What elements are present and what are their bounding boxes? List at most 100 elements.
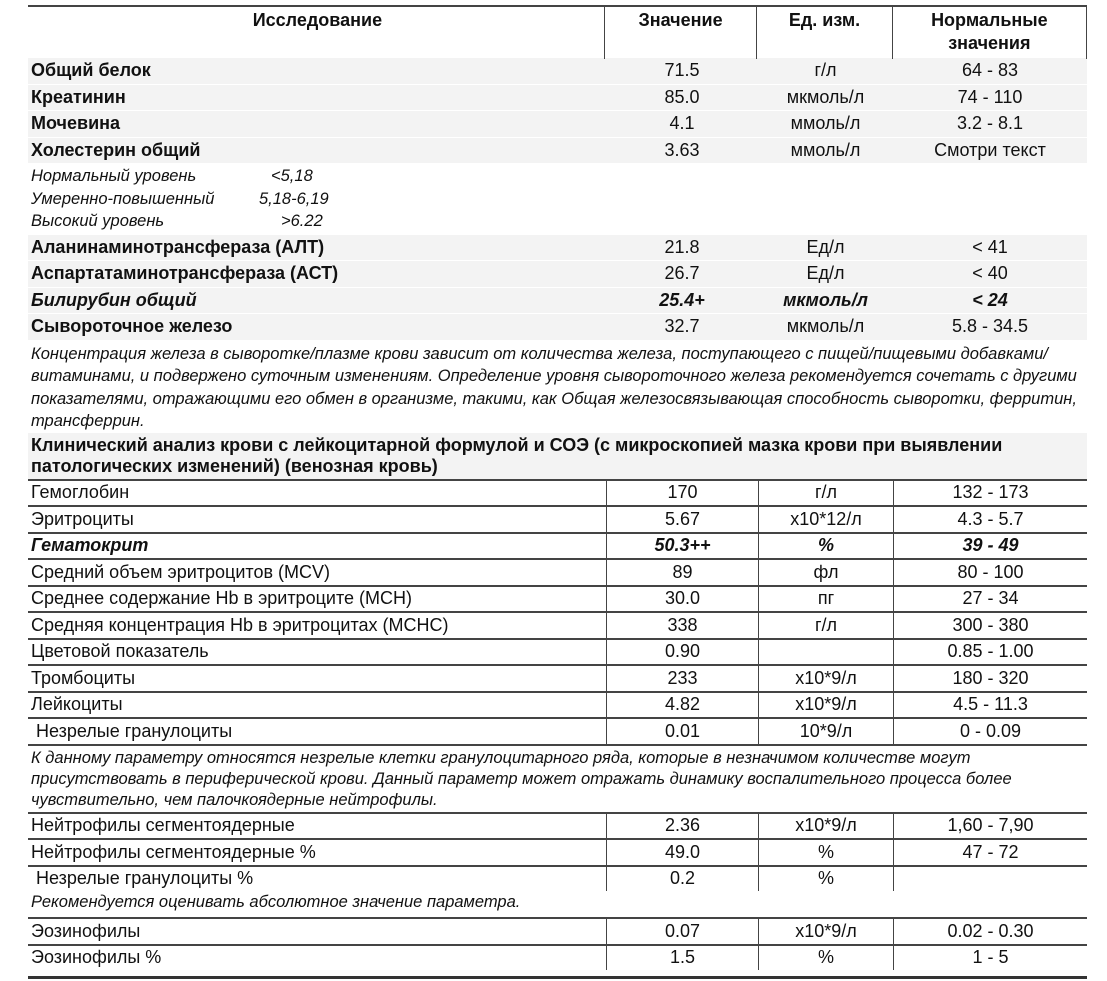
test-name: Средняя концентрация Hb в эритроцитах (M… — [31, 614, 449, 635]
test-unit — [758, 639, 893, 664]
table-row: Сывороточное железо 32.7 мкмоль/л 5.8 - 34.… — [28, 313, 1087, 340]
test-name: Среднее содержание Hb в эритроците (MCH) — [31, 588, 412, 609]
header-norm: Нормальные значения — [891, 7, 1087, 59]
test-unit: фл — [758, 560, 893, 585]
table-row: Эозинофилы 0.07 x10*9/л 0.02 - 0.30 — [28, 917, 1087, 944]
test-norm: 300 - 380 — [893, 613, 1087, 638]
table-row: Аланинаминотрансфераза (АЛТ) 21.8 Ед/л < 41 — [28, 233, 1087, 260]
test-value: 49.0 — [606, 840, 758, 865]
iron-note: Концентрация железа в сыворотке/плазме к… — [31, 344, 1077, 431]
test-unit: x10*9/л — [758, 919, 893, 944]
table-header: Исследование Значение Ед. изм. Нормальны… — [28, 5, 1087, 59]
test-norm: 4.3 - 5.7 — [893, 507, 1087, 532]
test-norm: 0.85 - 1.00 — [893, 639, 1087, 664]
test-norm: Смотри текст — [934, 139, 1046, 160]
cholesterol-level: Нормальный уровень <5,18 — [28, 165, 1087, 188]
table-row: Эозинофилы % 1.5% 1 - 5 — [28, 943, 1087, 970]
test-norm: 0 - 0.09 — [893, 719, 1087, 744]
test-norm: 180 - 320 — [893, 666, 1087, 691]
test-norm: 47 - 72 — [893, 840, 1087, 865]
test-norm: 3.2 - 8.1 — [956, 113, 1024, 134]
test-norm: 4.5 - 11.3 — [893, 692, 1087, 717]
test-unit: % — [758, 840, 893, 865]
test-name: Незрелые гранулоциты % — [36, 868, 254, 889]
test-norm: 1 - 5 — [893, 945, 1087, 970]
level-label: Высокий уровень — [31, 212, 165, 230]
test-value: 25.4+ — [659, 289, 705, 310]
table-row: Лейкоциты 4.82 x10*9/л 4.5 - 11.3 — [28, 690, 1087, 717]
test-unit: ммоль/л — [790, 139, 861, 160]
test-name: Аспартатаминотрансфераза (АСТ) — [31, 263, 339, 284]
header-value: Значение — [603, 7, 756, 59]
test-norm: 132 - 173 — [893, 480, 1087, 505]
test-name: Аланинаминотрансфераза (АЛТ) — [31, 236, 325, 257]
test-value: 32.7 — [664, 316, 700, 337]
test-norm: < 41 — [972, 236, 1008, 257]
test-value: 338 — [606, 613, 758, 638]
test-unit: % — [758, 533, 893, 558]
test-norm: 5.8 - 34.5 — [951, 316, 1029, 337]
test-norm: 0.02 - 0.30 — [893, 919, 1087, 944]
test-norm: 64 - 83 — [961, 60, 1019, 81]
table-row: Аспартатаминотрансфераза (АСТ) 26.7 Ед/л < … — [28, 260, 1087, 287]
test-unit: Ед/л — [806, 236, 845, 257]
test-unit: мкмоль/л — [783, 289, 868, 310]
test-name: Гемоглобин — [31, 482, 130, 503]
test-value: 4.82 — [606, 692, 758, 717]
test-name: Сывороточное железо — [31, 316, 233, 337]
test-unit: 10*9/л — [758, 719, 893, 744]
test-name: Холестерин общий — [31, 139, 201, 160]
test-unit: ммоль/л — [790, 113, 861, 134]
cholesterol-level: Умеренно-повышенный 5,18-6,19 — [28, 188, 1087, 211]
test-name: Эозинофилы % — [31, 947, 162, 968]
test-value: 0.2 — [606, 866, 758, 891]
table-row: Незрелые гранулоциты % 0.2% — [28, 864, 1087, 891]
table-row: Среднее содержание Hb в эритроците (MCH)… — [28, 584, 1087, 611]
table-row: Креатинин 85.0 мкмоль/л 74 - 110 — [28, 83, 1087, 110]
test-value: 30.0 — [606, 586, 758, 611]
test-unit: x10*9/л — [758, 692, 893, 717]
test-norm: 1,60 - 7,90 — [893, 813, 1087, 838]
test-norm: < 24 — [972, 289, 1008, 310]
test-value: 21.8 — [664, 236, 700, 257]
cbc-section-title: Клинический анализ крови с лейкоцитарной… — [28, 432, 1087, 479]
test-name: Незрелые гранулоциты — [36, 720, 233, 741]
level-label: Нормальный уровень — [31, 167, 197, 185]
table-row: Билирубин общий 25.4+ мкмоль/л < 24 — [28, 286, 1087, 313]
table-row: Незрелые гранулоциты 0.01 10*9/л 0 - 0.09 — [28, 717, 1087, 744]
level-value: 5,18-6,19 — [259, 189, 329, 208]
test-norm: 39 - 49 — [893, 533, 1087, 558]
test-norm: 74 - 110 — [957, 86, 1023, 107]
test-name: Гематокрит — [31, 535, 149, 556]
test-value: 5.67 — [606, 507, 758, 532]
test-name: Мочевина — [31, 113, 121, 134]
table-row: Гемоглобин 170 г/л 132 - 173 — [28, 478, 1087, 505]
test-name: Эритроциты — [31, 508, 134, 529]
table-row: Нейтрофилы сегментоядерные % 49.0% 47 - 72 — [28, 838, 1087, 865]
test-name: Билирубин общий — [31, 289, 197, 310]
level-value: >6.22 — [281, 212, 323, 230]
test-unit: г/л — [758, 480, 893, 505]
test-unit: пг — [758, 586, 893, 611]
ig-pct-note: Рекомендуется оценивать абсолютное значе… — [31, 893, 521, 911]
table-row: Цветовой показатель 0.90 0.85 - 1.00 — [28, 637, 1087, 664]
test-name: Средний объем эритроцитов (MCV) — [31, 561, 331, 582]
test-name: Лейкоциты — [31, 694, 123, 715]
table-row: Общий белок 71.5 г/л 64 - 83 — [28, 57, 1087, 84]
test-norm — [893, 866, 1087, 891]
table-row: Гематокрит 50.3++% 39 - 49 — [28, 531, 1087, 558]
header-unit: Ед. изм. — [756, 7, 891, 59]
test-value: 2.36 — [606, 813, 758, 838]
table-row: Тромбоциты 233 x10*9/л 180 - 320 — [28, 664, 1087, 691]
test-unit: x10*9/л — [758, 813, 893, 838]
test-unit: x10*9/л — [758, 666, 893, 691]
test-value: 170 — [606, 480, 758, 505]
ig-note: К данному параметру относятся незрелые к… — [28, 743, 1087, 812]
test-unit: % — [758, 945, 893, 970]
test-name: Креатинин — [31, 86, 126, 107]
test-unit: x10*12/л — [758, 507, 893, 532]
test-value: 89 — [606, 560, 758, 585]
test-value: 0.07 — [606, 919, 758, 944]
bottom-rule — [28, 976, 1087, 979]
table-row: Мочевина 4.1 ммоль/л 3.2 - 8.1 — [28, 110, 1087, 137]
